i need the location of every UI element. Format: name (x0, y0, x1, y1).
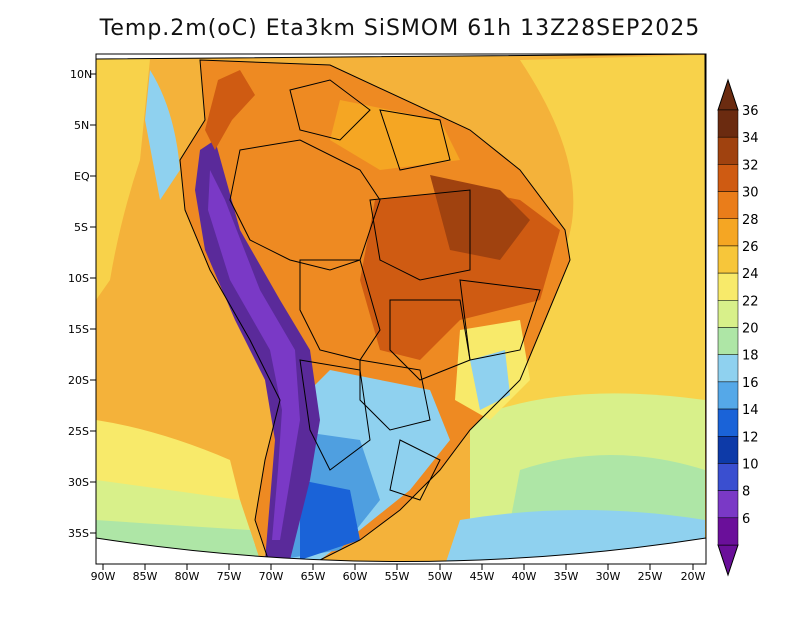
lat-label: EQ (74, 170, 90, 183)
lat-axis: 10N 5N EQ 5S 10S 15S 20S 25S 30S 35S (68, 68, 96, 540)
border-uruguay (389, 439, 441, 501)
colorbar-label: 28 (742, 213, 759, 228)
colorbar-label: 16 (742, 376, 759, 391)
lon-label: 20W (681, 570, 706, 583)
lon-label: 65W (301, 570, 326, 583)
colorbar-segment (717, 327, 739, 355)
south-atlantic-cold (440, 510, 705, 562)
highlands-cool-zone (470, 350, 510, 410)
lon-label: 75W (217, 570, 242, 583)
colorbar-segment (717, 272, 739, 301)
andes-ridge (208, 170, 300, 540)
lat-label: 30S (68, 476, 89, 489)
colombia-venezuela-zone (205, 70, 255, 150)
axes-frame (95, 53, 707, 565)
colorbar-segment (717, 191, 739, 219)
colorbar-label: 30 (742, 186, 759, 201)
colorbar-label: 32 (742, 158, 759, 173)
temperature-field (96, 54, 706, 562)
lon-label: 50W (428, 570, 453, 583)
lon-label: 30W (596, 570, 621, 583)
colorbar-segment (717, 436, 739, 464)
border-peru-region (229, 139, 381, 271)
colorbar-bottom-arrow (717, 544, 739, 577)
lon-label: 85W (133, 570, 158, 583)
pacific-coastal-cold (145, 70, 180, 200)
lon-label: 80W (175, 570, 200, 583)
map-title: Temp.2m(oC) Eta3km SiSMOM 61h 13Z28SEP20… (99, 16, 701, 41)
colorbar-label: 22 (742, 294, 759, 309)
lat-label: 5N (74, 119, 89, 132)
colorbar-segment (717, 490, 739, 519)
lat-label: 10S (68, 272, 89, 285)
colorbar-segment (717, 109, 739, 138)
lon-label: 90W (91, 570, 116, 583)
lat-label: 5S (74, 221, 88, 234)
pacific-north-zone (96, 59, 150, 300)
border-state-ne (459, 279, 541, 361)
lat-label: 15S (68, 323, 89, 336)
border-guianas (379, 109, 451, 171)
lon-label: 70W (259, 570, 284, 583)
lon-label: 35W (554, 570, 579, 583)
border-venezuela (289, 79, 371, 141)
colorbar-top-arrow (717, 78, 739, 111)
border-state-north (369, 189, 471, 281)
lat-label: 10N (70, 68, 92, 81)
lon-label: 25W (638, 570, 663, 583)
lon-label: 45W (470, 570, 495, 583)
colorbar-label: 12 (742, 430, 759, 445)
colorbar-segment (717, 354, 739, 383)
border-paraguay (359, 359, 431, 431)
lon-label: 55W (385, 570, 410, 583)
colorbar-label: 8 (742, 485, 750, 500)
colorbar-label: 20 (742, 322, 759, 337)
lon-label: 40W (512, 570, 537, 583)
colorbar-segment (717, 463, 739, 491)
colorbar-segment (717, 408, 739, 437)
border-state-center (389, 299, 471, 381)
colorbar-label: 26 (742, 240, 759, 255)
map-frame (95, 53, 707, 562)
colorbar-label: 36 (742, 104, 759, 119)
borders (179, 59, 571, 562)
colorbar-label: 34 (742, 131, 759, 146)
lat-label: 20S (68, 374, 89, 387)
colorbar-label: 14 (742, 403, 759, 418)
colorbar-label: 18 (742, 349, 759, 364)
colorbar-segment (717, 381, 739, 410)
lat-label: 25S (68, 425, 89, 438)
colorbar-label: 10 (742, 457, 759, 472)
hottest-zone (430, 175, 530, 260)
colorbar-label: 6 (742, 512, 750, 527)
border-argentina-north (299, 359, 371, 471)
colorbar-label: 24 (742, 267, 759, 282)
colorbar-segment (717, 300, 739, 328)
coastline (179, 59, 571, 562)
colorbar-segment (717, 164, 739, 192)
colorbar-segment (717, 517, 739, 546)
lon-label: 60W (343, 570, 368, 583)
patagonia-cold-zone (300, 480, 360, 560)
colorbar-segment (717, 245, 739, 274)
colorbar-segment (717, 218, 739, 247)
colorbar: 36 34 32 30 28 26 24 22 20 18 16 14 12 10 8 6 (717, 78, 759, 577)
lat-label: 35S (68, 527, 89, 540)
lon-axis: 90W 85W 80W 75W 70W 65W 60W 55W 50W 45W … (91, 564, 706, 583)
colorbar-segment (717, 136, 739, 165)
